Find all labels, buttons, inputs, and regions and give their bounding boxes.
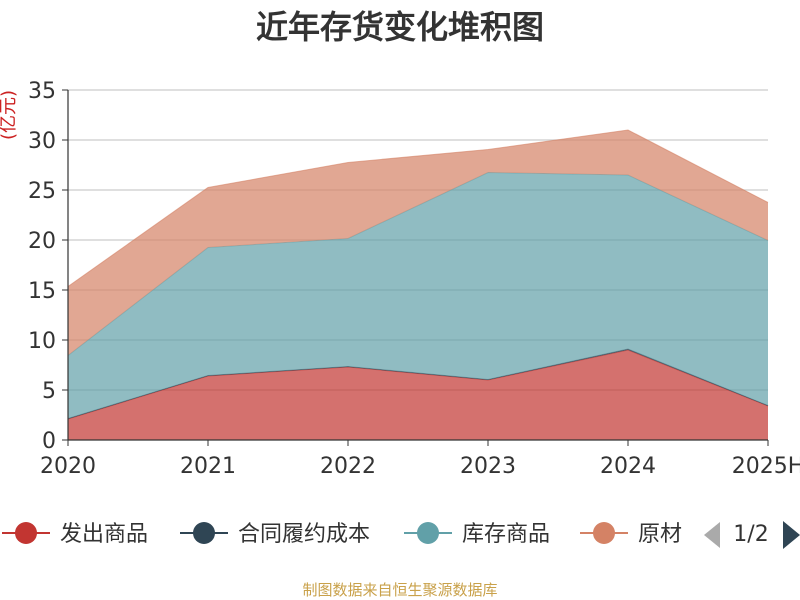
- legend-item-0[interactable]: 发出商品: [2, 522, 148, 547]
- legend-circle-marker: [193, 522, 215, 544]
- y-tick-label: 5: [42, 379, 56, 404]
- legend: 发出商品 合同履约成本 库存商品 原材 1/2: [2, 521, 800, 549]
- x-tick-label: 2021: [180, 454, 236, 479]
- y-tick-label: 20: [28, 229, 56, 254]
- area-series-group: [67, 129, 769, 440]
- y-tick-label: 25: [28, 179, 56, 204]
- y-tick-label: 10: [28, 329, 56, 354]
- data-source-note: 制图数据来自恒生聚源数据库: [302, 581, 497, 599]
- legend-prev-page-icon[interactable]: [704, 522, 720, 548]
- legend-circle-marker: [15, 522, 37, 544]
- y-axis-unit-label: (亿元): [0, 90, 19, 140]
- area-series-0: [68, 350, 768, 440]
- legend-circle-marker: [417, 522, 439, 544]
- legend-next-page-icon[interactable]: [783, 521, 800, 549]
- legend-circle-marker: [593, 522, 615, 544]
- legend-label: 发出商品: [60, 522, 148, 547]
- legend-label: 原材: [638, 522, 682, 547]
- y-tick-label: 15: [28, 279, 56, 304]
- x-tick-label: 2023: [460, 454, 516, 479]
- x-tick-label: 2025H: [732, 454, 800, 479]
- x-tick-label: 2024: [600, 454, 656, 479]
- y-tick-label: 35: [28, 79, 56, 104]
- x-tick-label: 2020: [40, 454, 96, 479]
- legend-item-3[interactable]: 原材: [580, 522, 682, 547]
- chart-title: 近年存货变化堆积图: [256, 8, 544, 46]
- area-series-3: [68, 130, 768, 356]
- axes: 0 5 10 15 20 25 30 35 2020 2021 2022 2023 2024 2025H: [28, 79, 800, 479]
- legend-page-indicator: 1/2: [733, 522, 768, 547]
- y-tick-label: 30: [28, 129, 56, 154]
- legend-item-1[interactable]: 合同履约成本: [180, 522, 370, 547]
- area-series-2: [68, 172, 768, 419]
- y-tick-label: 0: [42, 429, 56, 454]
- legend-item-2[interactable]: 库存商品: [404, 522, 550, 547]
- legend-label: 库存商品: [462, 522, 550, 547]
- area-series-line-3: [67, 129, 769, 287]
- legend-label: 合同履约成本: [238, 522, 370, 547]
- x-tick-label: 2022: [320, 454, 376, 479]
